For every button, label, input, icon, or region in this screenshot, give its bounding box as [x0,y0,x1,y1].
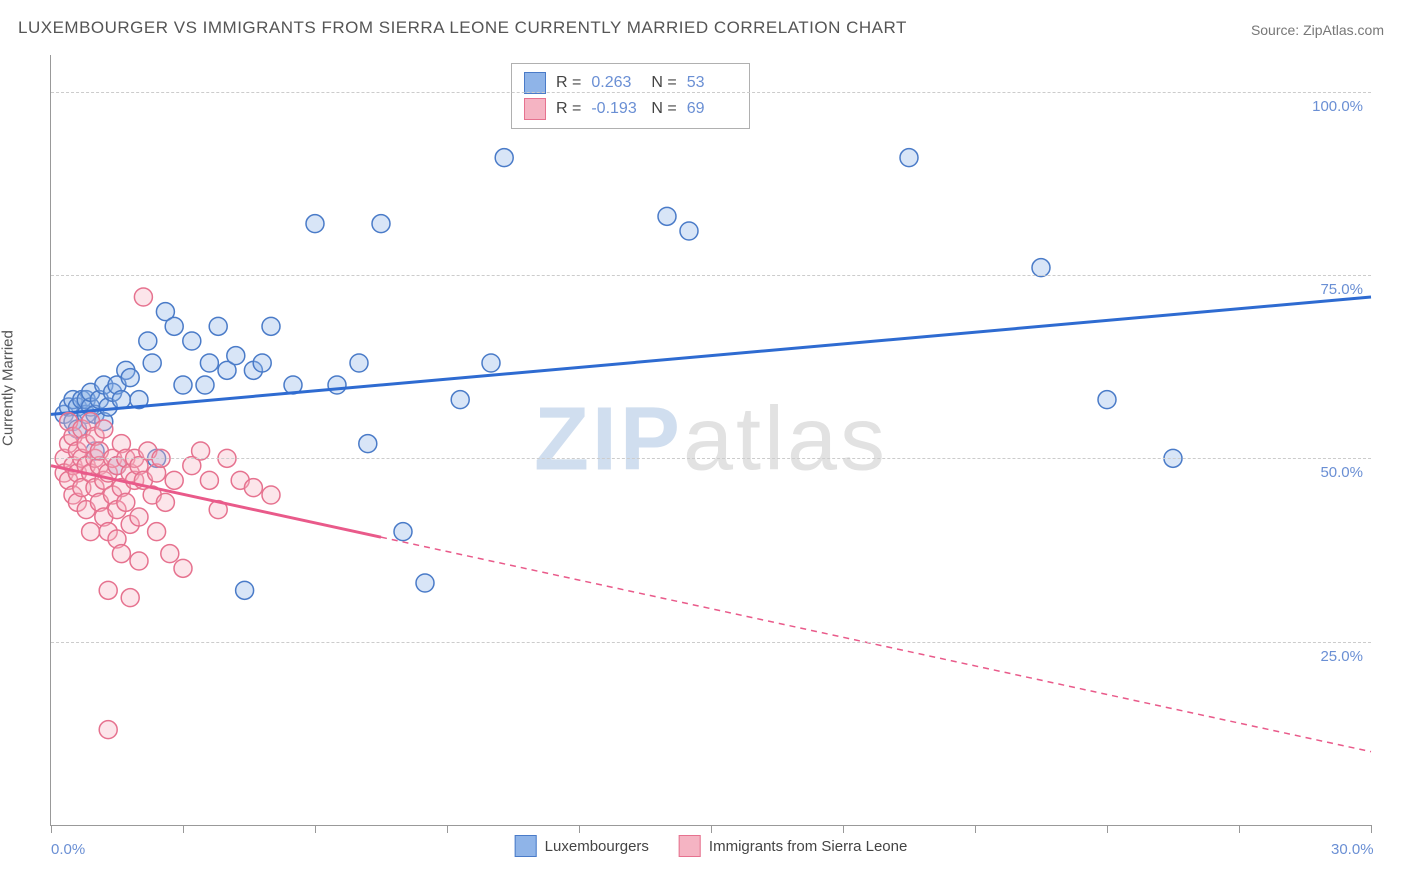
x-tick [843,825,844,833]
scatter-point-sierra_leone [244,479,262,497]
x-tick [1371,825,1372,833]
y-tick-label: 75.0% [1320,281,1363,298]
scatter-point-sierra_leone [99,581,117,599]
stats-n-value-0: 53 [687,74,737,92]
scatter-point-sierra_leone [156,493,174,511]
stats-n-label-0: N = [651,74,676,92]
legend-item-1: Immigrants from Sierra Leone [679,835,907,857]
gridline-y [51,642,1371,643]
scatter-point-luxembourgers [900,149,918,167]
x-tick [975,825,976,833]
gridline-y [51,458,1371,459]
scatter-point-sierra_leone [121,589,139,607]
scatter-point-sierra_leone [117,493,135,511]
scatter-point-sierra_leone [148,523,166,541]
trend-line-dashed-sierra_leone [381,537,1371,752]
scatter-point-luxembourgers [121,369,139,387]
stats-row-series-1: R = -0.193 N = 69 [524,96,737,122]
scatter-point-sierra_leone [112,545,130,563]
scatter-point-sierra_leone [161,545,179,563]
x-tick [183,825,184,833]
x-tick-label: 0.0% [51,841,85,858]
stats-r-label-1: R = [556,100,581,118]
legend-label-1: Immigrants from Sierra Leone [709,838,907,855]
scatter-point-luxembourgers [183,332,201,350]
scatter-point-luxembourgers [139,332,157,350]
scatter-point-luxembourgers [112,391,130,409]
gridline-y [51,92,1371,93]
scatter-point-luxembourgers [306,215,324,233]
scatter-point-luxembourgers [143,354,161,372]
legend-item-0: Luxembourgers [515,835,649,857]
scatter-point-luxembourgers [359,435,377,453]
gridline-y [51,275,1371,276]
y-axis-title: Currently Married [0,330,17,446]
legend-swatch-1 [679,835,701,857]
scatter-point-luxembourgers [209,317,227,335]
scatter-point-luxembourgers [372,215,390,233]
chart-plot-area: ZIPatlas R = 0.263 N = 53 R = -0.193 N =… [50,55,1371,826]
scatter-point-luxembourgers [253,354,271,372]
trend-line-luxembourgers [51,297,1371,414]
x-tick [711,825,712,833]
scatter-point-luxembourgers [394,523,412,541]
y-tick-label: 100.0% [1312,98,1363,115]
stats-r-value-1: -0.193 [591,100,641,118]
stats-r-value-0: 0.263 [591,74,641,92]
stats-r-label-0: R = [556,74,581,92]
scatter-point-luxembourgers [236,581,254,599]
scatter-point-sierra_leone [174,559,192,577]
scatter-point-luxembourgers [680,222,698,240]
scatter-point-luxembourgers [200,354,218,372]
scatter-point-sierra_leone [200,471,218,489]
scatter-point-luxembourgers [174,376,192,394]
scatter-point-luxembourgers [328,376,346,394]
scatter-point-sierra_leone [130,552,148,570]
legend-label-0: Luxembourgers [545,838,649,855]
x-tick [315,825,316,833]
scatter-point-sierra_leone [130,508,148,526]
x-tick [1239,825,1240,833]
scatter-point-luxembourgers [1098,391,1116,409]
scatter-point-luxembourgers [262,317,280,335]
scatter-point-luxembourgers [495,149,513,167]
stats-box: R = 0.263 N = 53 R = -0.193 N = 69 [511,63,750,129]
scatter-point-sierra_leone [165,471,183,489]
scatter-point-sierra_leone [99,721,117,739]
scatter-point-luxembourgers [416,574,434,592]
scatter-svg [51,55,1371,825]
x-tick-label: 30.0% [1331,841,1374,858]
scatter-point-luxembourgers [451,391,469,409]
legend: Luxembourgers Immigrants from Sierra Leo… [515,835,908,857]
scatter-point-luxembourgers [227,347,245,365]
scatter-point-luxembourgers [196,376,214,394]
scatter-point-sierra_leone [134,288,152,306]
y-tick-label: 25.0% [1320,648,1363,665]
source-attribution: Source: ZipAtlas.com [1251,22,1384,38]
scatter-point-luxembourgers [1032,259,1050,277]
scatter-point-sierra_leone [192,442,210,460]
stats-n-label-1: N = [651,100,676,118]
stats-swatch-1 [524,98,546,120]
y-tick-label: 50.0% [1320,464,1363,481]
x-tick [1107,825,1108,833]
scatter-point-sierra_leone [95,420,113,438]
scatter-point-luxembourgers [165,317,183,335]
scatter-point-sierra_leone [262,486,280,504]
legend-swatch-0 [515,835,537,857]
scatter-point-luxembourgers [350,354,368,372]
x-tick [447,825,448,833]
stats-n-value-1: 69 [687,100,737,118]
scatter-point-sierra_leone [82,523,100,541]
scatter-point-luxembourgers [658,207,676,225]
x-tick [579,825,580,833]
x-tick [51,825,52,833]
scatter-point-luxembourgers [482,354,500,372]
chart-title: LUXEMBOURGER VS IMMIGRANTS FROM SIERRA L… [18,18,907,38]
